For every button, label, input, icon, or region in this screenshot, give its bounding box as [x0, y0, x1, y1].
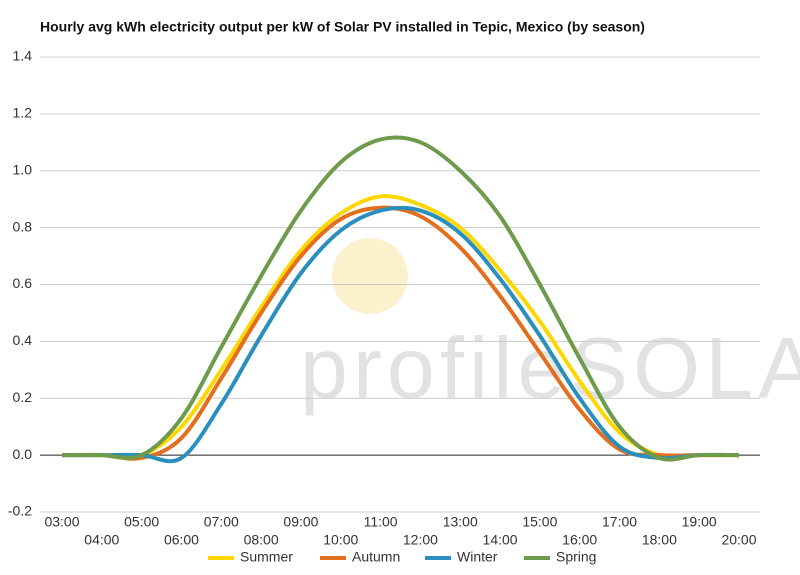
y-tick-label: 1.2 — [13, 105, 33, 121]
x-tick-label: 20:00 — [721, 532, 756, 548]
y-tick-label: 0.2 — [13, 389, 33, 405]
x-tick-label: 05:00 — [124, 514, 159, 530]
x-tick-label: 06:00 — [164, 532, 199, 548]
y-tick-label: 0.8 — [13, 218, 33, 234]
x-tick-label: 14:00 — [483, 532, 518, 548]
x-tick-label: 15:00 — [522, 514, 557, 530]
x-tick-label: 10:00 — [323, 532, 358, 548]
x-tick-label: 07:00 — [204, 514, 239, 530]
x-tick-label: 09:00 — [283, 514, 318, 530]
legend-label: Autumn — [352, 549, 400, 565]
y-tick-label: 0.6 — [13, 275, 33, 291]
x-tick-label: 03:00 — [44, 514, 79, 530]
x-tick-label: 11:00 — [364, 514, 398, 530]
y-tick-label: 1.4 — [13, 48, 33, 64]
series-line — [62, 135, 740, 462]
x-tick-label: 18:00 — [642, 532, 677, 548]
x-tick-label: 12:00 — [403, 532, 438, 548]
legend-label: Spring — [556, 549, 596, 565]
legend-label: Winter — [457, 549, 498, 565]
x-tick-label: 16:00 — [562, 532, 597, 548]
legend-label: Summer — [240, 549, 293, 565]
y-tick-label: 0.0 — [13, 446, 33, 462]
y-tick-label: 0.4 — [13, 332, 33, 348]
x-tick-label: 17:00 — [602, 514, 637, 530]
x-tick-label: 08:00 — [244, 532, 279, 548]
series-line — [62, 194, 739, 460]
series-line — [62, 205, 740, 464]
watermark-sun — [332, 238, 408, 314]
x-tick-label: 04:00 — [84, 532, 119, 548]
x-tick-label: 19:00 — [682, 514, 717, 530]
y-tick-label: 1.0 — [13, 161, 33, 177]
chart-title: Hourly avg kWh electricity output per kW… — [40, 19, 645, 35]
x-tick-label: 13:00 — [443, 514, 478, 530]
y-tick-label: -0.2 — [8, 503, 32, 519]
